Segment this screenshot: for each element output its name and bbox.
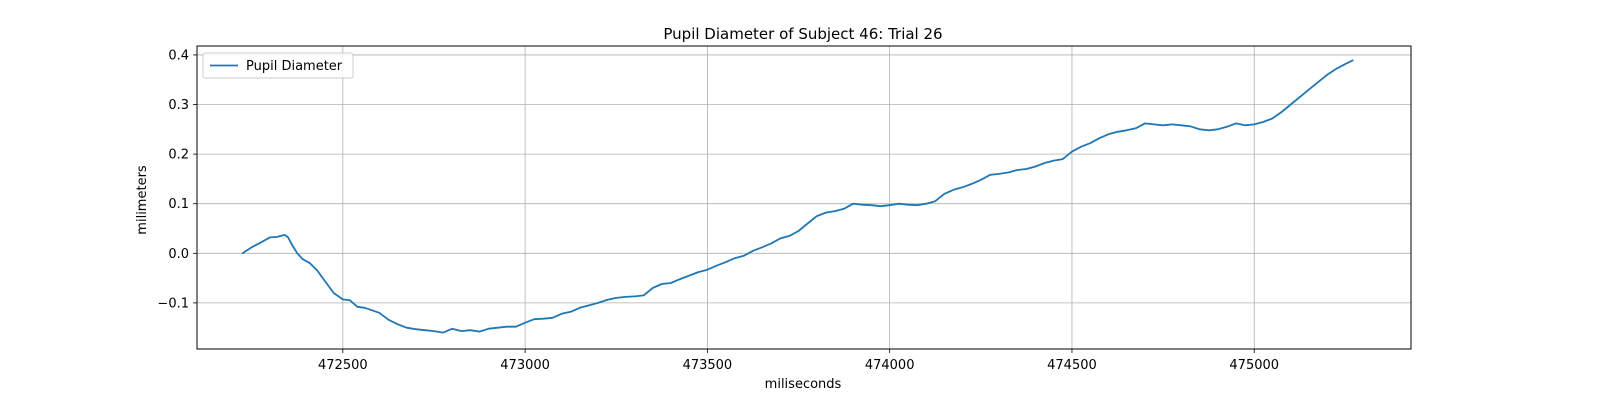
- y-axis-title: milimeters: [135, 165, 150, 235]
- y-tick-label: 0.1: [168, 197, 189, 212]
- legend-box: [202, 52, 354, 79]
- grid: [197, 46, 1411, 349]
- x-tick-label: 474500: [1047, 358, 1097, 373]
- y-tick-label: 0.3: [168, 98, 189, 113]
- y-tick-label: 0.0: [168, 247, 189, 262]
- plot-frame: [196, 45, 1412, 350]
- series-layer: [241, 59, 1354, 334]
- x-tick-label: 473500: [683, 358, 733, 373]
- x-tick-label: 474000: [865, 358, 915, 373]
- y-tick-label: 0.2: [168, 148, 189, 163]
- x-tick-label: 472500: [318, 358, 368, 373]
- series-line-pupil-diameter: [241, 59, 1354, 334]
- legend: Pupil Diameter: [202, 52, 354, 79]
- legend-entry-pupil-diameter: Pupil Diameter: [246, 59, 343, 74]
- x-tick-label: 475000: [1229, 358, 1279, 373]
- y-tick-label: 0.4: [168, 48, 189, 63]
- x-axis-title: miliseconds: [765, 377, 842, 392]
- y-tick-label: −0.1: [157, 296, 189, 311]
- ticks: 472500 473000 473500 474000 474500 475000 −0.1…: [157, 48, 1279, 373]
- chart-title: Pupil Diameter of Subject 46: Trial 26: [663, 25, 942, 43]
- x-tick-label: 473000: [500, 358, 550, 373]
